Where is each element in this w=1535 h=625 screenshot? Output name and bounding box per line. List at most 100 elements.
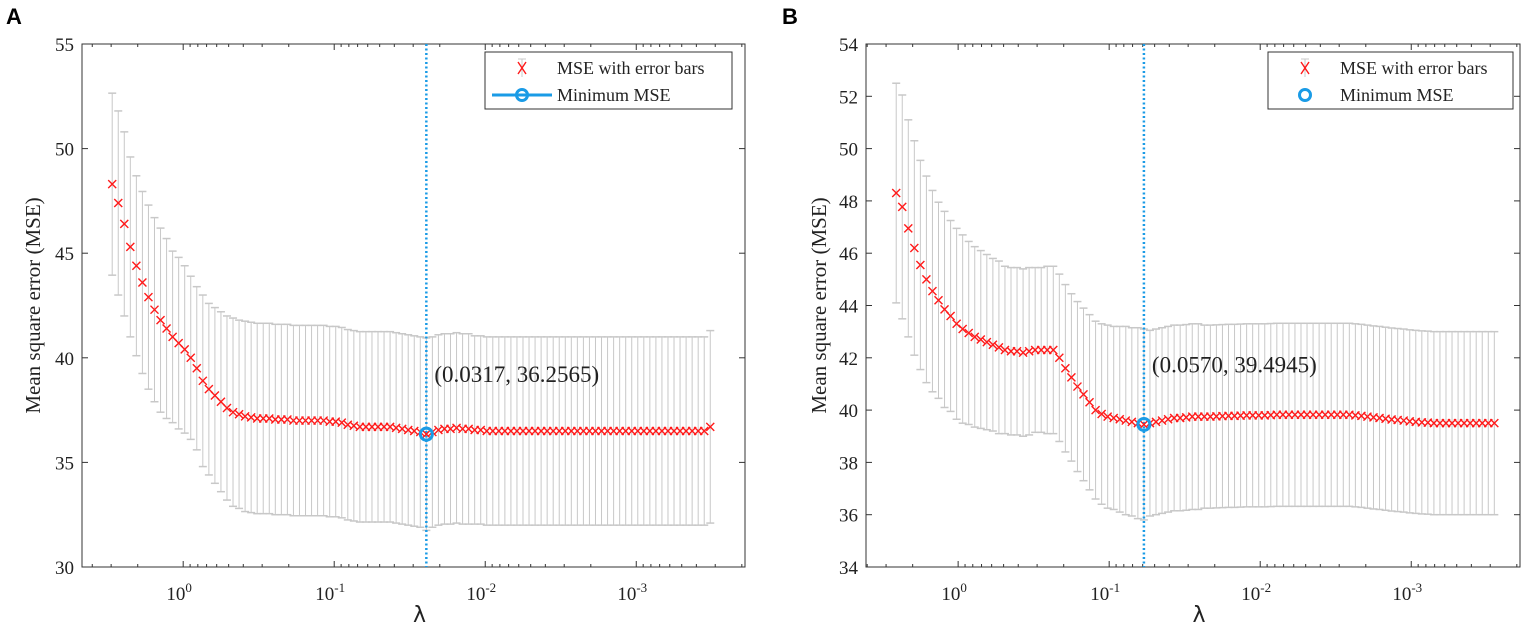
x-marker-stroke (125, 242, 135, 252)
x-marker-stroke (1085, 397, 1095, 407)
x-marker-stroke (168, 332, 178, 342)
x-marker-stroke (958, 324, 968, 334)
y-tick-label: 55 (55, 35, 74, 56)
x-marker-stroke (421, 429, 431, 439)
data-point-x-marker (1489, 418, 1499, 428)
x-marker-stroke (927, 286, 937, 296)
y-tick-label: 36 (839, 506, 858, 527)
x-marker-stroke (1048, 345, 1058, 355)
data-point-x-marker (982, 337, 992, 347)
legend-label-mse: MSE with error bars (557, 58, 704, 78)
data-point-x-marker (1060, 363, 1070, 373)
y-axis-label: Mean square error (MSE) (807, 197, 831, 413)
data-point-x-marker (946, 311, 956, 321)
x-marker-stroke (113, 198, 123, 208)
x-tick-label: 100 (941, 580, 967, 605)
x-marker-stroke (107, 179, 117, 189)
minimum-marker (418, 426, 434, 442)
y-tick-label: 34 (839, 558, 859, 579)
data-point-x-marker (1097, 409, 1107, 419)
x-marker-stroke (952, 319, 962, 329)
y-tick-label: 30 (55, 558, 74, 579)
y-tick-label: 35 (55, 453, 74, 474)
data-point-x-marker (143, 292, 153, 302)
x-marker-stroke (921, 274, 931, 284)
data-point-x-marker (234, 409, 244, 419)
data-point-x-marker (934, 295, 943, 305)
x-marker-stroke (228, 407, 238, 417)
data-point-x-marker (180, 344, 190, 354)
x-marker-stroke (1079, 389, 1088, 399)
x-marker-stroke (149, 305, 159, 315)
x-marker-stroke (909, 243, 919, 253)
x-marker-stroke (1072, 382, 1082, 392)
data-point-x-marker (1079, 389, 1088, 399)
legend-x-icon (1300, 61, 1310, 75)
data-point-x-marker (705, 422, 715, 432)
y-tick-label: 38 (839, 453, 858, 474)
y-tick-label: 44 (839, 297, 859, 318)
x-tick-label: 10-1 (315, 580, 345, 605)
data-point-x-marker (1091, 405, 1101, 415)
legend-label-minimum: Minimum MSE (557, 85, 671, 105)
plot-area (81, 43, 746, 568)
x-axis-label: λ (413, 603, 426, 625)
x-marker-stroke (1066, 372, 1076, 382)
data-point-x-marker (897, 202, 907, 212)
x-marker-stroke (131, 261, 141, 271)
x-marker-stroke (204, 384, 214, 394)
x-marker-stroke (180, 344, 190, 354)
x-marker-stroke (1181, 412, 1191, 422)
x-marker-stroke (1163, 414, 1173, 424)
data-point-x-marker (337, 418, 347, 428)
x-marker-stroke (198, 376, 208, 386)
x-marker-stroke (1018, 348, 1028, 358)
x-marker-stroke (970, 332, 980, 342)
data-point-x-marker (1072, 382, 1082, 392)
x-marker-stroke (337, 418, 347, 428)
legend: MSE with error bars Minimum MSE (484, 51, 733, 110)
y-tick-label: 40 (55, 349, 74, 370)
x-tick-label: 10-2 (1241, 580, 1271, 605)
x-marker-stroke (156, 315, 166, 325)
legend-circle-icon (1298, 88, 1312, 102)
data-point-x-marker (198, 376, 208, 386)
x-marker-stroke (934, 295, 943, 305)
x-marker-stroke (1139, 419, 1149, 429)
data-point-x-marker (988, 340, 998, 350)
x-tick-label: 100 (166, 580, 192, 605)
data-point-x-marker (186, 353, 196, 363)
x-marker-stroke (946, 311, 956, 321)
x-marker-stroke (940, 304, 950, 314)
x-tick-label: 10-3 (617, 580, 647, 605)
minimum-marker (1136, 416, 1152, 432)
x-marker-stroke (964, 328, 974, 338)
data-point-x-marker (891, 188, 901, 198)
data-point-x-marker (137, 277, 147, 287)
legend-label-minimum: Minimum MSE (1340, 85, 1454, 105)
data-point-x-marker (192, 363, 202, 373)
data-point-x-marker (125, 242, 135, 252)
x-marker-stroke (915, 260, 925, 270)
x-marker-stroke (1024, 346, 1034, 356)
panel-b: B 34 36 38 40 42 44 46 48 50 52 54 100 10-1 10-2 10-3 λ M… (782, 4, 1521, 625)
data-point-x-marker (921, 274, 931, 284)
x-marker-stroke (891, 188, 901, 198)
x-marker-stroke (433, 425, 443, 435)
x-marker-stroke (705, 422, 715, 432)
y-tick-label: 48 (839, 192, 858, 213)
x-marker-stroke (234, 409, 244, 419)
x-axis-label: λ (1192, 603, 1205, 625)
data-point-x-marker (958, 324, 968, 334)
data-point-x-marker (909, 243, 919, 253)
x-marker-stroke (1091, 405, 1101, 415)
x-marker-stroke (1060, 363, 1070, 373)
x-marker-stroke (222, 403, 232, 413)
data-point-x-marker (421, 429, 431, 439)
data-point-x-marker (1054, 353, 1064, 363)
y-axis-label: Mean square error (MSE) (21, 197, 45, 413)
panel-label: B (782, 4, 798, 29)
y-tick-label: 50 (839, 140, 858, 161)
data-point-x-marker (156, 315, 166, 325)
